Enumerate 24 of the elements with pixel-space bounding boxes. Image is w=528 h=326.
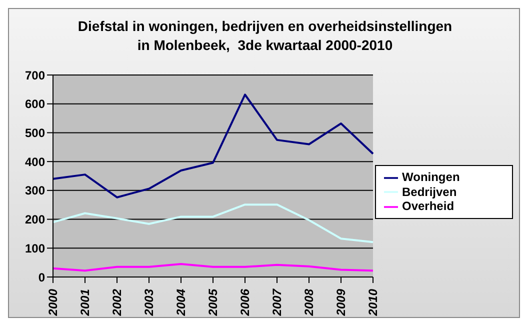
y-tick-label: 500: [24, 126, 46, 140]
x-tick-label: 2002: [110, 288, 124, 317]
y-tick-label: 0: [38, 270, 46, 284]
y-tick-label: 100: [24, 241, 46, 256]
x-tick-label: 2007: [270, 288, 284, 317]
y-tick-label: 200: [24, 212, 46, 227]
y-tick-label: 700: [24, 68, 46, 82]
x-tick-label: 2010: [366, 288, 380, 317]
x-tick-label: 2004: [174, 288, 188, 317]
x-tick-label: 2008: [302, 288, 316, 317]
x-tick-label: 2006: [238, 288, 252, 317]
legend-label: Woningen: [402, 170, 460, 184]
x-tick-label: 2009: [334, 288, 348, 317]
y-tick-label: 400: [24, 154, 46, 169]
x-tick-label: 2005: [206, 288, 220, 317]
legend-label: Overheid: [402, 199, 454, 214]
legend-label: Bedrijven: [402, 184, 457, 199]
x-tick-label: 2001: [78, 288, 92, 317]
chart-title: Diefstal in woningen, bedrijven en overheidsinstellingen in Molenbeek, 3de kwartaal 2000-2010: [76, 17, 454, 55]
y-tick-label: 300: [24, 184, 46, 198]
line-series: [52, 263, 374, 272]
x-tick-label: 2003: [142, 288, 156, 317]
x-tick-label: 2000: [46, 288, 60, 317]
y-tick-label: 600: [24, 97, 46, 112]
